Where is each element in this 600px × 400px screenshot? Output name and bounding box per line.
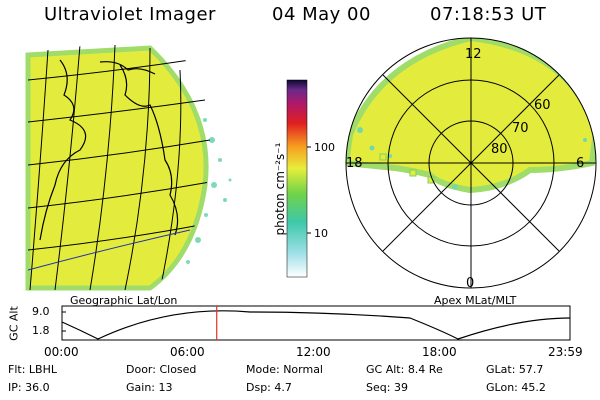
mlat-label-60: 60 xyxy=(534,98,551,113)
mlat-label-70: 70 xyxy=(512,121,529,136)
altitude-xtick-label-0600: 06:00 xyxy=(170,345,205,359)
footer-gc-alt: GC Alt: 8.4 Re xyxy=(366,363,443,376)
colorbar-gradient xyxy=(286,79,308,278)
mlt-label-0: 0 xyxy=(466,276,475,291)
mlt-label-6: 6 xyxy=(576,156,585,171)
mlat-label-80: 80 xyxy=(491,142,508,157)
altitude-xtick-label-0000: 00:00 xyxy=(44,345,79,359)
geo-grid xyxy=(28,44,211,290)
polar-speckle xyxy=(353,110,587,190)
altitude-curve xyxy=(61,310,571,340)
footer-mode: Mode: Normal xyxy=(246,363,323,376)
mlt-label-18: 18 xyxy=(346,156,363,171)
footer-gain: Gain: 13 xyxy=(126,381,173,394)
altitude-ylabel: GC Alt xyxy=(7,306,21,341)
polar-bright-spots xyxy=(379,153,435,184)
altitude-xtick-label-2359: 23:59 xyxy=(548,345,583,359)
altitude-plot-frame xyxy=(61,305,571,341)
colorbar-tick-label-100: 100 xyxy=(314,141,335,154)
observation-time: 07:18:53 UT xyxy=(430,4,547,25)
footer-dsp: Dsp: 4.7 xyxy=(246,381,292,394)
footer-door: Door: Closed xyxy=(126,363,197,376)
geo-terminator xyxy=(27,229,191,271)
instrument-title: Ultraviolet Imager xyxy=(44,4,216,25)
observation-date: 04 May 00 xyxy=(272,4,371,25)
geo-earth-disk xyxy=(25,45,209,291)
footer-glat: GLat: 57.7 xyxy=(486,363,544,376)
footer-glon: GLon: 45.2 xyxy=(486,381,546,394)
footer-flt: Flt: LBHL xyxy=(8,363,57,376)
altitude-xtick-label-1800: 18:00 xyxy=(422,345,457,359)
polar-grid xyxy=(345,37,597,289)
colorbar-tick-label-10: 10 xyxy=(314,227,328,240)
geo-speckle-halo xyxy=(186,118,232,264)
geo-caption: Geographic Lat/Lon xyxy=(70,294,178,307)
footer-ip: IP: 36.0 xyxy=(8,381,50,394)
altitude-ytick-label-9: 9.0 xyxy=(32,305,50,318)
polar-caption: Apex MLat/MLT xyxy=(434,294,517,307)
footer-seq: Seq: 39 xyxy=(366,381,408,394)
mlt-label-12: 12 xyxy=(465,47,482,62)
altitude-xtick-label-1200: 12:00 xyxy=(296,345,331,359)
altitude-ytick-label-1.8: 1.8 xyxy=(32,324,50,337)
